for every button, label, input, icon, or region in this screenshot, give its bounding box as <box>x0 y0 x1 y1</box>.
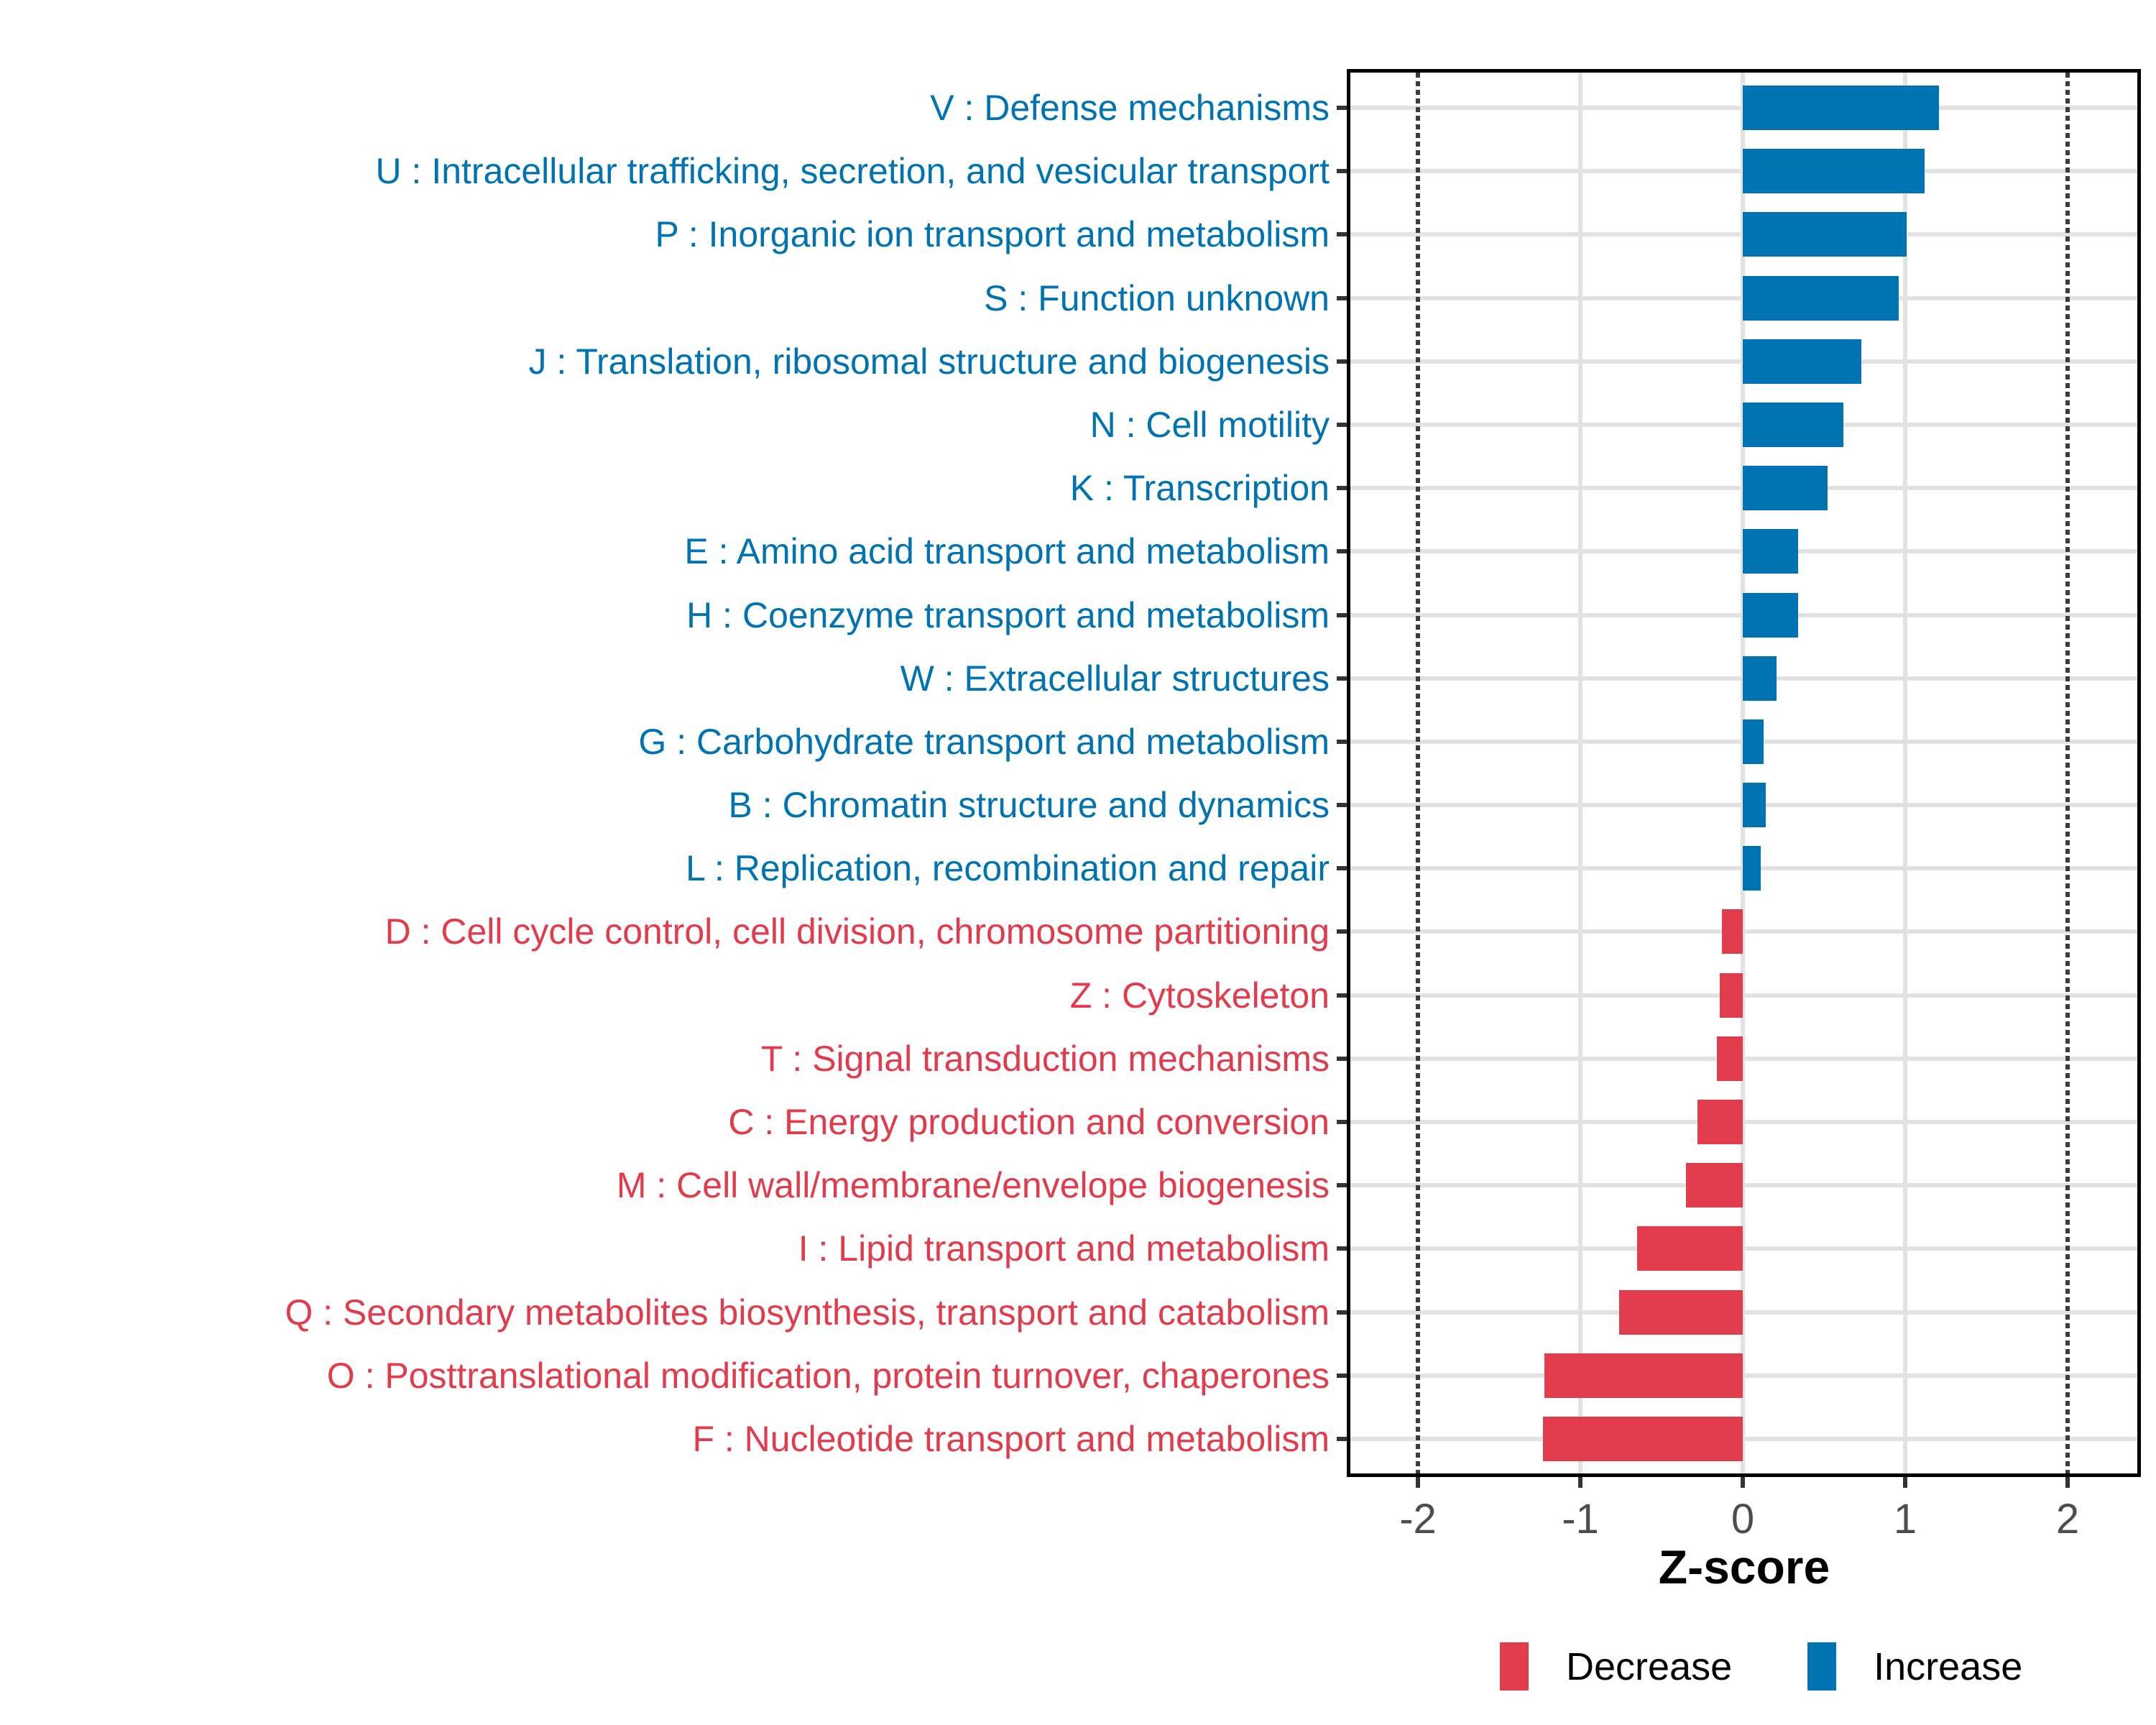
legend-label-increase: Increase <box>1874 1644 2023 1688</box>
legend-key-increase-swatch <box>1807 1642 1837 1690</box>
x-tick <box>1741 1477 1745 1488</box>
v-gridline <box>1903 73 1907 1473</box>
y-tick <box>1337 1436 1348 1441</box>
x-tick-label: -1 <box>1562 1496 1599 1542</box>
bar-T <box>1716 1036 1743 1081</box>
bar-D <box>1721 909 1743 954</box>
plot-panel <box>1347 69 2141 1477</box>
bar-L <box>1743 846 1761 891</box>
x-tick <box>1903 1477 1907 1488</box>
x-tick-label: 0 <box>1731 1496 1755 1542</box>
y-tick <box>1337 1373 1348 1378</box>
x-tick <box>1416 1477 1420 1488</box>
y-tick <box>1337 1246 1348 1251</box>
category-label: C : Energy production and conversion <box>728 1102 1330 1143</box>
bar-F <box>1543 1416 1743 1461</box>
y-tick <box>1337 676 1348 681</box>
x-axis-title: Z-score <box>1658 1540 1830 1593</box>
y-tick <box>1337 232 1348 237</box>
category-label: L : Replication, recombination and repai… <box>686 848 1330 889</box>
category-label: B : Chromatin structure and dynamics <box>728 785 1330 826</box>
y-tick <box>1337 866 1348 871</box>
bar-Z <box>1720 972 1743 1018</box>
y-tick <box>1337 803 1348 808</box>
x-tick-label: -2 <box>1399 1496 1437 1542</box>
legend: Decrease Increase <box>1500 1642 2022 1690</box>
y-tick <box>1337 1056 1348 1061</box>
y-tick <box>1337 422 1348 427</box>
category-label: K : Transcription <box>1069 468 1330 509</box>
category-label: D : Cell cycle control, cell division, c… <box>384 911 1330 952</box>
bar-Q <box>1619 1289 1743 1335</box>
y-tick <box>1337 993 1348 998</box>
x-tick-label: 2 <box>2055 1496 2080 1542</box>
category-label: E : Amino acid transport and metabolism <box>684 531 1330 572</box>
bar-H <box>1743 592 1798 638</box>
bar-I <box>1637 1226 1743 1271</box>
bar-C <box>1697 1100 1743 1145</box>
y-tick <box>1337 1120 1348 1125</box>
category-label: J : Translation, ribosomal structure and… <box>528 341 1330 382</box>
category-label: U : Intracellular trafficking, secretion… <box>375 151 1330 192</box>
y-tick <box>1337 612 1348 617</box>
y-tick <box>1337 1183 1348 1188</box>
category-label: Q : Secondary metabolites biosynthesis, … <box>285 1292 1330 1333</box>
category-label: O : Posttranslational modification, prot… <box>326 1355 1330 1396</box>
bar-E <box>1743 529 1798 574</box>
category-label: F : Nucleotide transport and metabolism <box>692 1418 1330 1459</box>
category-label: H : Coenzyme transport and metabolism <box>686 594 1330 635</box>
v-gridline <box>1741 73 1745 1473</box>
bar-N <box>1743 402 1844 447</box>
bar-P <box>1743 212 1907 257</box>
x-tick <box>1578 1477 1583 1488</box>
category-label: W : Extracellular structures <box>900 658 1330 699</box>
bar-K <box>1743 466 1828 511</box>
category-label: G : Carbohydrate transport and metabolis… <box>638 721 1330 762</box>
category-label: M : Cell wall/membrane/envelope biogenes… <box>616 1165 1330 1206</box>
bar-W <box>1743 656 1777 701</box>
v-gridline <box>1578 73 1583 1473</box>
y-tick <box>1337 359 1348 364</box>
y-tick <box>1337 486 1348 491</box>
bar-B <box>1743 783 1766 828</box>
category-label: T : Signal transduction mechanisms <box>760 1038 1330 1079</box>
y-tick <box>1337 106 1348 110</box>
bar-O <box>1544 1353 1743 1398</box>
y-tick <box>1337 739 1348 744</box>
x-tick-label: 1 <box>1893 1496 1917 1542</box>
bar-G <box>1743 719 1764 764</box>
category-label: N : Cell motility <box>1089 404 1330 445</box>
x-tick <box>2065 1477 2070 1488</box>
bar-U <box>1743 149 1925 194</box>
category-label: I : Lipid transport and metabolism <box>798 1228 1330 1269</box>
legend-key-decrease-swatch <box>1500 1642 1529 1690</box>
y-tick <box>1337 929 1348 934</box>
y-tick <box>1337 1310 1348 1315</box>
y-tick <box>1337 295 1348 300</box>
y-tick <box>1337 169 1348 174</box>
y-tick <box>1337 549 1348 554</box>
bar-J <box>1743 339 1861 384</box>
category-label: V : Defense mechanisms <box>930 88 1330 128</box>
category-label: Z : Cytoskeleton <box>1069 975 1330 1016</box>
bar-V <box>1743 86 1940 130</box>
dotted-reference-line <box>1416 73 1420 1473</box>
bar-M <box>1685 1163 1743 1208</box>
category-label: S : Function unknown <box>984 277 1330 318</box>
bar-S <box>1743 275 1899 321</box>
category-label: P : Inorganic ion transport and metaboli… <box>655 214 1330 255</box>
legend-label-decrease: Decrease <box>1566 1644 1733 1688</box>
dotted-reference-line <box>2065 73 2070 1473</box>
